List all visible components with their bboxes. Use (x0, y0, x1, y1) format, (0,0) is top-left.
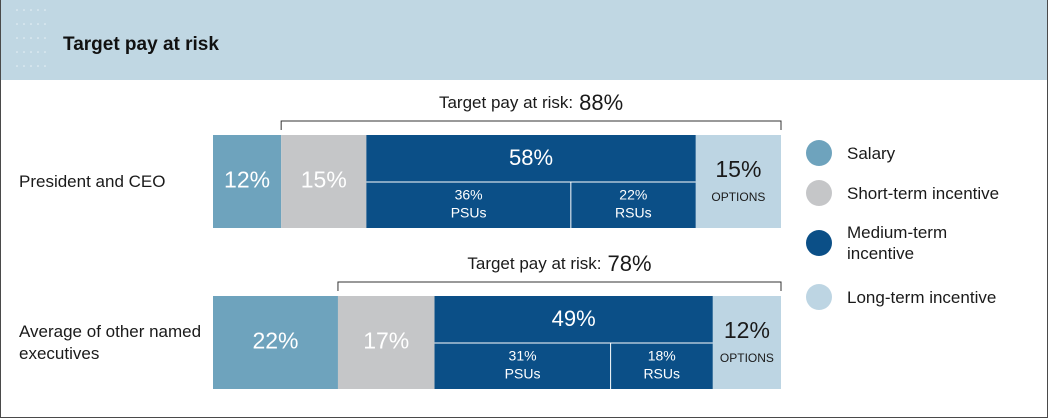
risk-value: 88% (579, 90, 623, 115)
risk-label: Target pay at risk: 88% (439, 90, 623, 115)
dot (37, 65, 39, 67)
part-name: RSUs (643, 366, 680, 382)
value-label: 15% (715, 156, 761, 182)
dot (16, 9, 18, 11)
bar-segment (695, 135, 781, 228)
bar-segment (213, 135, 282, 228)
legend-label: Salary (847, 143, 896, 163)
dot (37, 9, 39, 11)
dot (30, 9, 32, 11)
sublabel: OPTIONS (720, 351, 774, 365)
dot (30, 37, 32, 39)
dot (44, 65, 46, 67)
dot (37, 51, 39, 53)
dot (30, 23, 32, 25)
dot (44, 51, 46, 53)
dot (16, 51, 18, 53)
legend-swatch (806, 284, 832, 310)
title-band (1, 0, 1047, 80)
dot (23, 65, 25, 67)
value-label: 17% (363, 328, 409, 354)
part-value-label: 22% (619, 187, 647, 203)
legend-label: Short-term incentive (847, 183, 1000, 203)
dot (30, 65, 32, 67)
part-value-label: 18% (648, 348, 676, 364)
dot (16, 65, 18, 67)
dot (44, 37, 46, 39)
dot (30, 51, 32, 53)
bar-segment (712, 296, 781, 389)
value-label: 12% (724, 317, 770, 343)
risk-bracket (337, 281, 782, 291)
value-label: 49% (552, 306, 596, 331)
dot (16, 23, 18, 25)
part-name: RSUs (615, 205, 652, 221)
part-name: PSUs (451, 205, 487, 221)
dot (37, 37, 39, 39)
dot (23, 51, 25, 53)
legend-label: Medium-term incentive (847, 223, 948, 263)
risk-value: 78% (608, 251, 652, 276)
value-label: 12% (224, 167, 270, 193)
value-label: 58% (509, 145, 553, 170)
part-name: PSUs (505, 366, 541, 382)
bar-segment (281, 135, 367, 228)
dot (44, 9, 46, 11)
legend-swatch (806, 230, 832, 256)
value-label: 15% (301, 167, 347, 193)
dot (23, 37, 25, 39)
legend-swatch (806, 140, 832, 166)
risk-text: Target pay at risk: (439, 93, 573, 112)
dot (23, 23, 25, 25)
risk-text: Target pay at risk: (467, 254, 601, 273)
risk-bracket (280, 120, 782, 130)
dot (16, 37, 18, 39)
sublabel: OPTIONS (711, 190, 765, 204)
value-label: 22% (252, 328, 298, 354)
bar-segment (337, 296, 435, 389)
chart-title: Target pay at risk (63, 34, 219, 55)
dot (44, 23, 46, 25)
dot (23, 9, 25, 11)
dot (37, 23, 39, 25)
legend-label: Long-term incentive (847, 287, 997, 307)
part-value-label: 31% (509, 348, 537, 364)
risk-label: Target pay at risk: 78% (467, 251, 651, 276)
bar-segment (213, 296, 338, 389)
legend-swatch (806, 180, 832, 206)
category-label: Average of other named executives (19, 321, 202, 363)
part-value-label: 36% (455, 187, 483, 203)
category-label: President and CEO (19, 171, 166, 191)
